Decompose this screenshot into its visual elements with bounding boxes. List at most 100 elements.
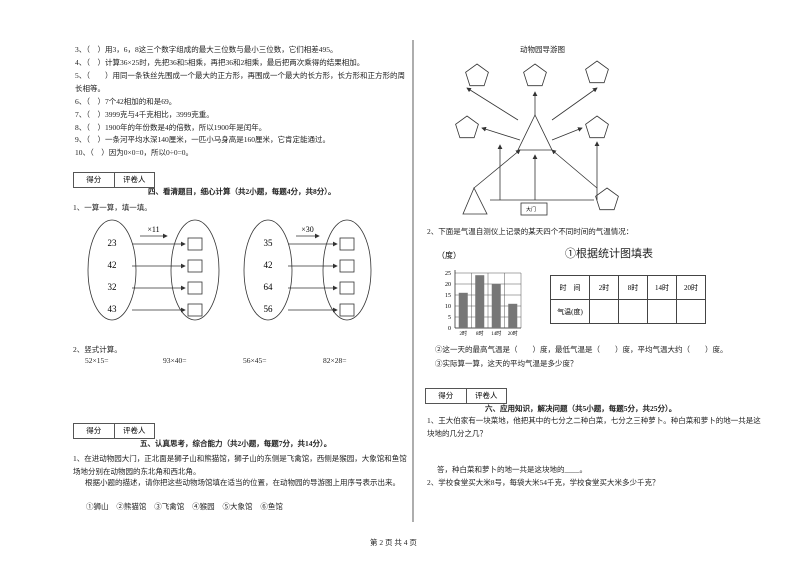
question: 1、一算一算，填一填。 [73, 203, 152, 212]
calc: 56×45= [243, 356, 267, 365]
diagram-title: 动物园导游图 [520, 45, 565, 54]
judge-item: 3、（ ）用3，6，8这三个数字组成的最大三位数与最小三位数，它们相差495。 [75, 45, 338, 54]
answer-oval [170, 219, 220, 321]
answer-box [339, 303, 355, 317]
bar [458, 292, 468, 328]
map-venue [595, 187, 619, 211]
number-oval [243, 219, 293, 321]
map-venue [462, 187, 488, 215]
x-tick-label: 20时 [508, 330, 518, 337]
answer-box [187, 237, 203, 251]
x-tick-label: 8时 [476, 330, 484, 337]
map-arrow [473, 149, 521, 189]
question: 2、竖式计算。 [73, 345, 122, 354]
subtask: ①根据统计图填表 [565, 248, 653, 260]
calc: 93×40= [163, 356, 187, 365]
map-venue [455, 115, 479, 139]
map-arrow [551, 87, 598, 121]
score-label: 得分 [74, 173, 115, 187]
x-tick-label: 2时 [459, 330, 467, 337]
axis-label: （度） [437, 250, 461, 260]
answer-box [339, 237, 355, 251]
number: 35 [264, 238, 274, 248]
x-tick-label: 14时 [491, 330, 501, 337]
operator: ×11 [147, 225, 159, 234]
y-tick-label: 0 [448, 326, 451, 332]
number: 32 [108, 282, 117, 292]
map-arrow [466, 87, 519, 121]
number-oval [87, 219, 137, 321]
number: 43 [108, 304, 118, 314]
grader-label: 评卷人 [475, 391, 498, 400]
table-cell [618, 299, 648, 324]
table-cell: 14时 [647, 275, 677, 300]
calc: 52×15= [85, 356, 109, 365]
bar [491, 284, 501, 328]
table-cell [647, 299, 677, 324]
map-center [517, 114, 553, 151]
map-venue [523, 63, 547, 87]
options: ①狮山 ②熊猫馆 ③飞禽馆 ④猴园 ⑤大象馆 ⑥鱼馆 [86, 502, 283, 511]
answer: 答，种白菜和萝卜的地一共是这块地的____。 [437, 465, 587, 474]
operator: ×30 [301, 225, 314, 234]
number: 23 [108, 238, 118, 248]
score-label: 得分 [74, 424, 115, 438]
score-box: 得分 评卷人 [425, 388, 507, 404]
section-title: 五、认真思考，综合能力（共2小题，每题7分，共14分）。 [140, 439, 332, 448]
gate [520, 202, 548, 216]
question: 1、王大伯家有一块菜地，他把其中的七分之二种白菜，七分之三种萝卜。种白菜和萝卜的… [427, 416, 761, 438]
table-cell [589, 299, 619, 324]
bar [475, 275, 485, 328]
score-box: 得分 评卷人 [73, 172, 155, 188]
y-tick-label: 20 [445, 282, 451, 288]
score-box: 得分 评卷人 [73, 423, 155, 439]
judge-item: 8、（ ）1900年的年份数是4的倍数，所以1900年是闰年。 [75, 123, 267, 132]
number: 42 [108, 260, 117, 270]
y-tick-label: 10 [445, 304, 451, 310]
map-arrow [481, 126, 521, 141]
grader-label: 评卷人 [123, 426, 146, 435]
section-title: 六、应用知识，解决问题（共5小题，每题5分，共25分）。 [485, 404, 677, 413]
y-tick-label: 25 [445, 271, 451, 277]
y-tick-label: 5 [448, 315, 451, 321]
answer-box [339, 281, 355, 295]
judge-item: 5、（ ）用同一条铁丝先围成一个最大的正方形，再围成一个最大的长方形，长方形和正… [75, 71, 405, 93]
score-label: 得分 [426, 389, 467, 403]
answer-box [339, 259, 355, 273]
answer-oval [322, 219, 372, 321]
map-venue [585, 60, 609, 84]
map-arrow [551, 127, 583, 141]
judge-item: 7、（ ）3999克与4千克相比，3999克重。 [75, 110, 214, 119]
temperature-table: 时 间 2时 8时 14时 20时 气温(度) [550, 275, 706, 324]
table-cell: 时 间 [550, 275, 590, 300]
judge-item: 10、（ ）因为0×0=0，所以0÷0=0。 [75, 148, 194, 157]
judge-item: 9、（ ）一条河平均水深140厘米，一匹小马身高是160厘米，它肯定能通过。 [75, 135, 330, 144]
calc: 82×28= [323, 356, 347, 365]
map-venue [585, 115, 609, 139]
grader-label: 评卷人 [123, 175, 146, 184]
footer: 第 2 页 共 4 页 [370, 538, 417, 547]
number: 64 [264, 282, 274, 292]
table-cell: 8时 [618, 275, 648, 300]
y-tick-label: 15 [445, 293, 451, 299]
table-cell: 气温(度) [550, 299, 590, 324]
number: 56 [264, 304, 274, 314]
table-cell: 2时 [589, 275, 619, 300]
instruction: 根据小题的描述，请你把这些动物场馆填在适当的位置，在动物园的导游图上用序号表示出… [85, 478, 400, 487]
judge-item: 4、（ ）计算36×25时，先把36和5相乘，再把36和2相乘，最后把两次乘得的… [75, 58, 365, 67]
gate-label: 大门 [526, 206, 536, 213]
map-venue [465, 63, 489, 87]
answer-box [187, 281, 203, 295]
map-arrow [551, 149, 598, 189]
table-cell: 20时 [676, 275, 706, 300]
question: 2、下面是气温自测仪上记录的某天四个不同时间的气温情况： [427, 227, 634, 236]
number: 42 [264, 260, 273, 270]
question: 1、在进动物园大门，正北面是狮子山和熊猫馆，狮子山的东侧是飞禽馆，西侧是猴园，大… [73, 454, 407, 476]
judge-item: 6、（ ）7个42相加的和是69。 [75, 97, 177, 106]
table-cell [676, 299, 706, 324]
subtask: ③实际算一算，这天的平均气温是多少度？ [435, 359, 578, 368]
question: 2、学校食堂买大米8号，每袋大米54千克，学校食堂买大米多少千克？ [427, 478, 660, 487]
section-title: 四、看清题目，细心计算（共2小题，每题4分，共8分）。 [148, 187, 336, 196]
